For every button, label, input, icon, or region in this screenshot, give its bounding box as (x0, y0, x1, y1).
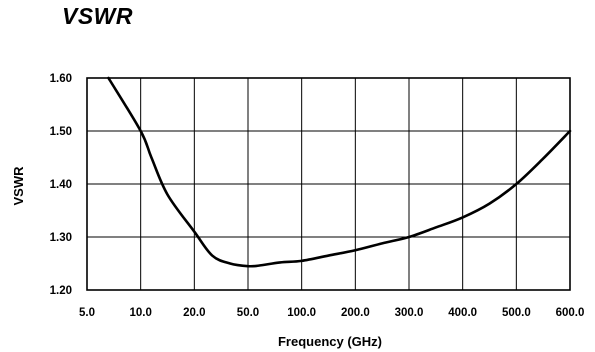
vswr-curve (107, 76, 572, 268)
x-axis-label: Frequency (GHz) (278, 334, 382, 349)
y-tick-label: 1.30 (50, 232, 72, 244)
y-axis-label: VSWR (11, 166, 26, 206)
plot-frame (86, 77, 571, 291)
y-tick-label: 1.50 (50, 126, 72, 138)
x-tick-label: 600.0 (556, 307, 585, 319)
grid-lines (87, 78, 570, 290)
x-tick-label: 300.0 (395, 307, 424, 319)
y-tick-label: 1.60 (50, 73, 72, 85)
y-tick-label: 1.40 (50, 179, 72, 191)
x-tick-label: 400.0 (448, 307, 477, 319)
chart-title: VSWR (62, 3, 133, 29)
y-tick-label: 1.20 (50, 285, 72, 297)
x-tick-label: 10.0 (129, 307, 151, 319)
x-tick-label: 100.0 (287, 307, 316, 319)
x-tick-label: 200.0 (341, 307, 370, 319)
x-tick-label: 5.0 (79, 307, 95, 319)
x-tick-label: 20.0 (183, 307, 205, 319)
x-tick-label: 50.0 (237, 307, 259, 319)
x-tick-label: 500.0 (502, 307, 531, 319)
